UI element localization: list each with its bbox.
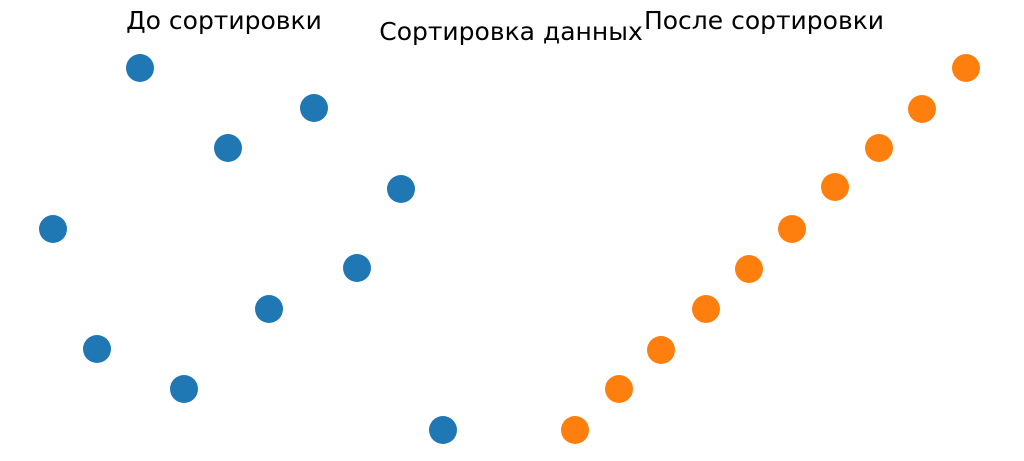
scatter-point-after (821, 173, 849, 201)
scatter-point-before (255, 295, 283, 323)
scatter-point-before (387, 175, 415, 203)
scatter-point-before (429, 416, 457, 444)
scatter-point-before (83, 335, 111, 363)
scatter-point-after (647, 336, 675, 364)
scatter-point-after (561, 416, 589, 444)
after-sorting-title: После сортировки (643, 6, 885, 35)
scatter-point-after (908, 95, 936, 123)
scatter-point-before (39, 215, 67, 243)
scatter-point-after (692, 295, 720, 323)
scatter-point-before (126, 54, 154, 82)
scatter-point-after (778, 215, 806, 243)
before-sorting-title: До сортировки (126, 6, 322, 35)
scatter-point-after (605, 375, 633, 403)
figure-title: Сортировка данных (379, 17, 643, 46)
scatter-point-after (865, 134, 893, 162)
scatter-point-before (170, 375, 198, 403)
scatter-point-before (214, 134, 242, 162)
scatter-point-before (343, 254, 371, 282)
scatter-point-before (300, 94, 328, 122)
scatter-point-after (735, 255, 763, 283)
scatter-point-after (952, 54, 980, 82)
